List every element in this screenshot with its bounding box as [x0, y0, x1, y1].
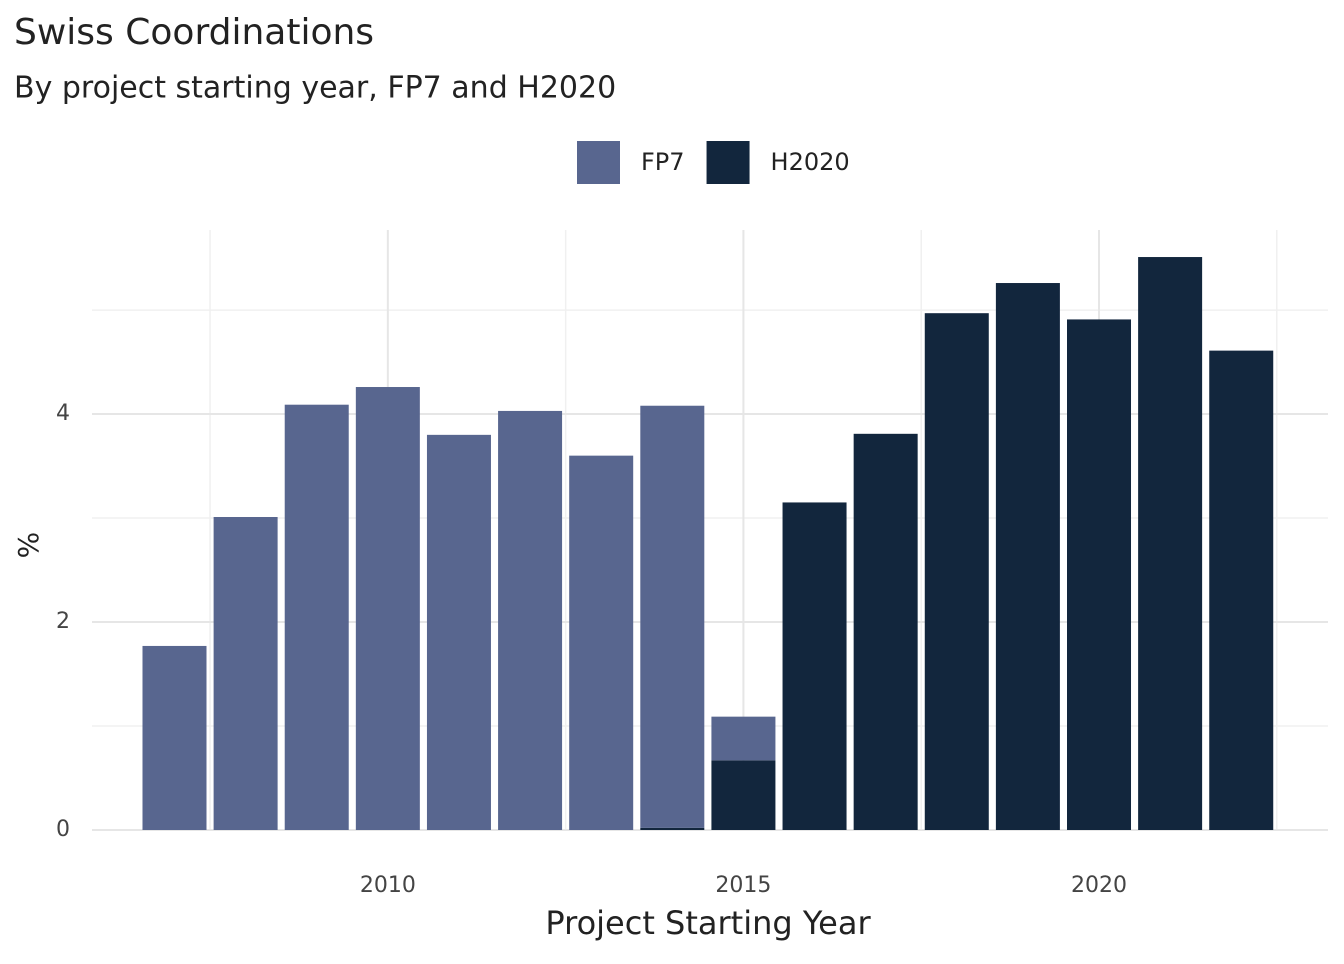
- bar-segment: [1138, 257, 1203, 831]
- y-axis-label: %: [12, 532, 45, 559]
- legend-label: FP7: [641, 148, 685, 176]
- bar-segment: [924, 313, 989, 830]
- chart-subtitle: By project starting year, FP7 and H2020: [14, 71, 616, 106]
- bar-segment: [426, 434, 491, 830]
- bar-segment: [498, 410, 563, 830]
- x-tick-label: 2015: [715, 873, 771, 898]
- bar-segment: [569, 455, 634, 830]
- bar-segment: [853, 433, 918, 830]
- legend-swatch: [706, 141, 750, 184]
- bar-segment: [213, 517, 278, 830]
- chart-title: Swiss Coordinations: [14, 12, 374, 53]
- x-tick-label: 2020: [1071, 873, 1127, 898]
- bar-segment: [284, 404, 349, 830]
- y-tick-label: 4: [56, 401, 70, 426]
- x-tick-label: 2010: [360, 873, 416, 898]
- bar-segment: [995, 283, 1060, 830]
- y-tick-label: 0: [56, 817, 70, 842]
- legend-swatch: [577, 141, 620, 184]
- bar-segment: [640, 405, 705, 828]
- y-tick-label: 2: [56, 609, 70, 634]
- bar-segment: [1209, 350, 1274, 830]
- bar-segment: [1067, 319, 1132, 830]
- bar-segment: [355, 387, 420, 830]
- bar-segment: [640, 827, 705, 830]
- bar-segment: [142, 645, 207, 830]
- bar-segment: [711, 716, 776, 761]
- bar-segment: [782, 502, 847, 830]
- bar-segment: [711, 760, 776, 830]
- legend-label: H2020: [771, 148, 850, 176]
- x-axis-label: Project Starting Year: [545, 904, 871, 942]
